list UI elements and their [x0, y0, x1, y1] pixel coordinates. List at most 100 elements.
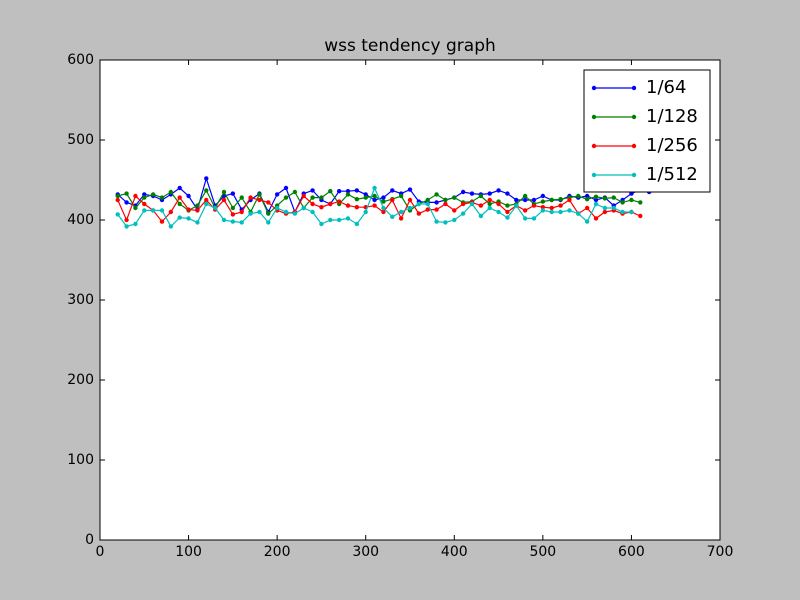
- data-point: [319, 205, 324, 210]
- data-point: [336, 217, 342, 223]
- data-point: [425, 197, 430, 203]
- data-point: [638, 200, 643, 205]
- data-point: [248, 211, 253, 216]
- data-point: [522, 216, 528, 221]
- data-point: [283, 209, 289, 215]
- data-point: [310, 209, 315, 215]
- data-point: [124, 200, 129, 205]
- data-point: [540, 199, 546, 204]
- y-tick-label: 600: [67, 52, 94, 68]
- data-point: [434, 192, 439, 197]
- data-point: [159, 195, 165, 200]
- data-point: [372, 197, 377, 203]
- data-point: [452, 208, 457, 213]
- data-point: [425, 201, 430, 207]
- data-point: [584, 197, 590, 202]
- data-point: [257, 192, 262, 197]
- data-point: [407, 197, 413, 203]
- data-point: [204, 197, 209, 203]
- data-point: [620, 200, 625, 205]
- data-point: [478, 213, 484, 219]
- legend-marker: [591, 172, 597, 178]
- data-point: [195, 208, 200, 213]
- data-point: [221, 217, 227, 223]
- data-point: [549, 209, 554, 215]
- data-point: [567, 208, 572, 213]
- y-tick-label: 300: [67, 292, 94, 308]
- data-point: [133, 193, 138, 199]
- data-point: [487, 201, 492, 207]
- data-point: [124, 224, 129, 229]
- data-point: [354, 221, 360, 227]
- data-point: [390, 188, 395, 193]
- data-point: [142, 195, 147, 200]
- legend-marker: [591, 114, 597, 120]
- data-point: [310, 195, 315, 200]
- data-point: [434, 207, 439, 212]
- data-point: [549, 197, 554, 203]
- legend-marker: [631, 143, 637, 149]
- data-point: [629, 197, 634, 203]
- data-point: [186, 216, 191, 221]
- data-point: [336, 199, 342, 204]
- data-point: [292, 211, 298, 216]
- data-point: [576, 193, 581, 199]
- data-point: [142, 208, 147, 213]
- data-point: [398, 193, 404, 199]
- data-point: [390, 214, 395, 219]
- data-point: [142, 192, 147, 197]
- legend-marker: [631, 114, 637, 120]
- data-point: [540, 193, 546, 199]
- data-point: [602, 196, 608, 201]
- data-point: [274, 192, 280, 197]
- data-point: [239, 220, 244, 225]
- data-point: [168, 224, 174, 229]
- data-point: [443, 197, 448, 203]
- data-point: [257, 197, 262, 203]
- data-point: [150, 208, 156, 213]
- data-point: [522, 197, 528, 203]
- data-point: [452, 195, 457, 200]
- legend-label: 1/128: [646, 106, 698, 127]
- y-tick-label: 100: [67, 452, 94, 468]
- data-point: [487, 205, 492, 211]
- data-point: [168, 189, 174, 195]
- x-tick-label: 100: [175, 544, 202, 560]
- data-point: [487, 197, 492, 203]
- data-point: [522, 208, 528, 213]
- data-point: [124, 191, 129, 196]
- data-point: [212, 205, 218, 211]
- x-tick-label: 700: [707, 544, 734, 560]
- data-point: [593, 216, 599, 221]
- data-point: [142, 201, 147, 207]
- data-point: [354, 205, 360, 210]
- data-point: [425, 207, 430, 212]
- data-point: [248, 195, 253, 200]
- data-point: [204, 176, 209, 181]
- data-point: [221, 197, 227, 203]
- data-point: [611, 205, 616, 211]
- data-point: [230, 205, 236, 211]
- data-point: [115, 193, 120, 199]
- data-point: [540, 205, 546, 210]
- legend-label: 1/64: [646, 77, 686, 98]
- data-point: [372, 203, 377, 208]
- data-point: [531, 203, 537, 208]
- data-point: [549, 205, 554, 211]
- data-point: [177, 185, 182, 191]
- data-point: [540, 208, 546, 213]
- data-point: [292, 189, 298, 195]
- y-tick-label: 200: [67, 372, 94, 388]
- data-point: [363, 192, 368, 197]
- data-point: [274, 205, 280, 211]
- x-tick-label: 400: [441, 544, 468, 560]
- data-point: [150, 192, 156, 197]
- data-point: [177, 215, 182, 220]
- data-point: [460, 189, 466, 195]
- data-point: [496, 209, 501, 215]
- data-point: [221, 189, 227, 195]
- data-point: [593, 201, 599, 207]
- data-point: [239, 209, 244, 215]
